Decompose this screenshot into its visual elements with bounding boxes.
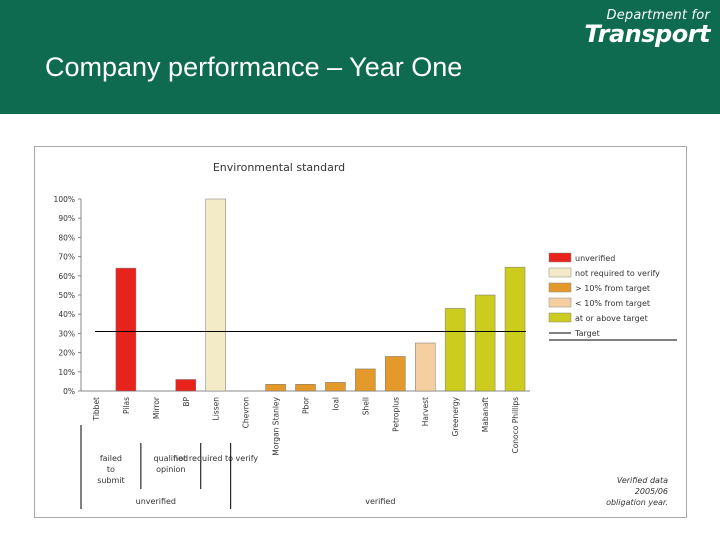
y-tick-label: 70% (58, 253, 75, 262)
bar (295, 384, 316, 392)
y-tick-label: 50% (58, 291, 75, 300)
bar (265, 384, 286, 392)
category-label: Pbor (302, 396, 311, 414)
legend-swatch (548, 312, 572, 323)
header-banner: Company performance – Year One Departmen… (0, 0, 720, 114)
legend-label: unverified (575, 254, 615, 263)
bar (385, 356, 406, 392)
page-title: Company performance – Year One (45, 52, 463, 82)
legend-label: > 10% from target (575, 284, 650, 293)
category-label: Tibbet (92, 397, 101, 422)
category-label: Petroplus (391, 397, 400, 432)
legend-label: at or above target (575, 314, 648, 323)
legend-label: Target (574, 329, 600, 338)
y-tick-label: 0% (63, 387, 75, 396)
bar (205, 198, 226, 392)
legend-swatch (548, 282, 572, 293)
y-tick-label: 80% (58, 233, 75, 242)
group-label: not required to verify (173, 454, 258, 463)
group-label: failed to submit (97, 454, 124, 485)
bar (414, 342, 436, 392)
bar (115, 267, 137, 392)
category-label: Conoco Phillips (511, 397, 520, 454)
category-label: Lissen (212, 397, 221, 421)
y-tick-label: 30% (58, 329, 75, 338)
group-label: qualified opinion (154, 454, 189, 474)
legend-label: < 10% from target (575, 299, 650, 308)
bar (474, 294, 496, 392)
category-label: Greenergy (451, 396, 460, 436)
category-label: Pilas (122, 397, 131, 414)
bar (325, 382, 346, 392)
environmental-standard-chart: Environmental standard 0% 10% 20% 30% 40% 50% 6… (54, 161, 677, 509)
outer-group-label: unverified (136, 497, 176, 506)
logo-main-text: Transport (584, 20, 710, 48)
legend-swatch (548, 252, 572, 263)
category-label: Morgan Stanley (272, 396, 281, 455)
legend-swatch (548, 267, 572, 278)
category-label: Mabanaft (481, 397, 490, 432)
y-tick-label: 100% (54, 195, 75, 204)
legend-label: not required to verify (575, 269, 660, 278)
y-tick-label: 60% (58, 272, 75, 281)
dft-logo: Department for Transport (580, 8, 710, 52)
y-tick-label: 10% (58, 368, 75, 377)
category-label: Ioal (331, 397, 340, 410)
y-tick-label: 20% (58, 349, 75, 358)
bar (355, 368, 376, 392)
category-label: Chevron (242, 397, 251, 429)
y-tick-label: 90% (58, 214, 75, 223)
bar (504, 266, 526, 392)
logo-top-text: Department for (606, 8, 710, 23)
category-label: Mirror (152, 396, 161, 419)
bar (175, 379, 197, 392)
legend-swatch (548, 297, 572, 308)
category-label: Harvest (421, 397, 430, 426)
chart-title: Environmental standard (213, 161, 345, 174)
category-label: Shell (361, 397, 370, 415)
bar (444, 308, 466, 392)
chart-note: Verified data 2005/06 obligation year. (606, 476, 668, 507)
chart-frame: Environmental standard 0% 10% 20% 30% 40% 50% 6… (34, 146, 687, 518)
outer-group-label: verified (365, 497, 395, 506)
category-label: BP (182, 397, 191, 407)
y-tick-label: 40% (58, 310, 75, 319)
